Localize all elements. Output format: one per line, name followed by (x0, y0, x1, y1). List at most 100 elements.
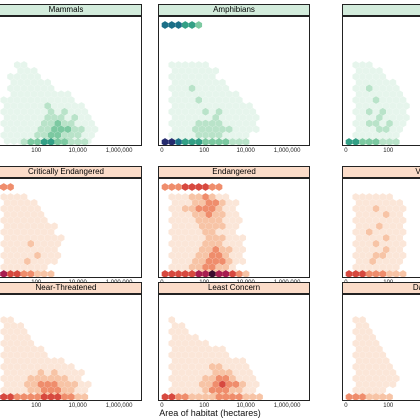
hexbin-cell (24, 210, 31, 219)
top-edge-hexbin-cell (208, 183, 216, 191)
hexbin-cell (249, 386, 257, 394)
hexbin-cell (37, 234, 45, 242)
hexbin-cell (0, 131, 8, 139)
hexbin-cell (355, 345, 363, 354)
hexbin-cell (0, 107, 8, 116)
hexbin-cell (359, 339, 366, 348)
hexbin-cell (232, 257, 240, 266)
hexbin-cell (389, 78, 397, 87)
hexbin-cell (7, 193, 14, 201)
hexbin-cell (175, 193, 182, 201)
hexbin-cell (84, 380, 92, 389)
hexbin-cell (44, 102, 51, 110)
hexbin-cell (212, 245, 219, 254)
hexbin-cell (252, 380, 260, 389)
hexbin-cell (212, 125, 219, 134)
hexbin-cell (0, 193, 8, 201)
hexbin-cell (359, 386, 366, 394)
hexbin-cell (185, 210, 192, 219)
hexbin-cell (181, 263, 189, 271)
hexbin-cell (88, 119, 95, 128)
hexbin-cell (222, 228, 230, 236)
hexbin-cell (27, 386, 35, 394)
baseline-hexbin-cell (345, 393, 353, 400)
hexbin-cell (17, 78, 24, 87)
hexbin-cell (71, 102, 78, 110)
hexbin-cell (37, 357, 45, 365)
hexbin-cell (13, 351, 21, 359)
hexbin-cell (185, 357, 192, 365)
facet-panel: Critically Endangered (0, 166, 142, 278)
hexbin-cell (91, 125, 99, 134)
hexbin-cell (78, 380, 85, 389)
hexbin-cell (34, 96, 41, 104)
hexbin-cell (20, 239, 28, 248)
hexbin-cell (171, 345, 179, 354)
hexbin-cell (34, 119, 41, 128)
hexbin-cell (74, 386, 82, 394)
hexbin-cell (382, 78, 390, 87)
hexbin-cell (61, 374, 68, 383)
hexbin-cell (27, 96, 35, 104)
hexbin-cell (202, 339, 209, 348)
hexbin-cell (232, 234, 240, 242)
hexbin-cell (40, 216, 48, 225)
hexbin-cell (188, 374, 196, 383)
hexbin-cell (30, 102, 38, 110)
hexbin-cell (47, 131, 55, 139)
hexbin-cell (168, 119, 176, 128)
hexbin-cell (0, 327, 8, 336)
baseline-hexbin-cell (188, 138, 196, 145)
hexbin-cell (10, 113, 18, 122)
hexbin-cell (175, 107, 182, 116)
hexbin-cell (369, 257, 376, 266)
hexbin-cell (355, 222, 363, 231)
baseline-hexbin-cell (74, 393, 82, 400)
hexbin-cell (386, 119, 393, 128)
hexbin-svg (161, 21, 260, 145)
hexbin-cell (185, 125, 192, 134)
baseline-hexbin-cell (40, 393, 48, 400)
hexbin-cell (232, 357, 240, 365)
hexbin-cell (369, 66, 376, 75)
hexbin-cell (369, 368, 376, 377)
baseline-hexbin-cell (352, 393, 360, 400)
baseline-hexbin-cell (256, 393, 263, 400)
hexbin-cell (3, 198, 11, 207)
hexbin-cell (403, 102, 410, 110)
hexbin-cell (208, 351, 216, 359)
hexbin-cell (369, 222, 376, 231)
top-edge-hexbin-cell (215, 183, 223, 191)
hexbin-cell (382, 102, 390, 110)
hexbin-cell (396, 257, 403, 266)
baseline-hexbin-cell (0, 393, 8, 400)
hexbin-cell (352, 239, 360, 248)
hexbin-cell (168, 204, 176, 213)
hexbin-cell (212, 78, 219, 87)
hexbin-cell (355, 78, 363, 87)
hexbin-cell (198, 198, 206, 207)
hexbin-cell (232, 245, 240, 254)
hexbin-cell (10, 257, 18, 266)
hexbin-cell (0, 316, 8, 324)
hexbin-svg (345, 316, 400, 400)
hexbin-cell (17, 245, 24, 254)
hexbin-cell (198, 368, 206, 377)
hexbin-cell (198, 125, 206, 134)
x-tick-label: 0 (344, 403, 348, 409)
hexbin-cell (205, 90, 213, 99)
hexbin-cell (212, 222, 219, 231)
baseline-hexbin-cell (188, 270, 196, 277)
hexbin-cell (51, 368, 58, 377)
hexbin-cell (212, 380, 219, 389)
baseline-hexbin-cell (168, 393, 176, 400)
hexbin-cell (202, 72, 209, 81)
baseline-hexbin-cell (27, 393, 35, 400)
hexbin-cell (27, 204, 35, 213)
x-tick-label: 0 (344, 148, 348, 154)
hexbin-cell (175, 216, 182, 225)
hexbin-cell (195, 339, 203, 348)
hexbin-cell (205, 125, 213, 134)
hexbin-cell (249, 374, 257, 383)
hexbin-cell (225, 245, 233, 254)
